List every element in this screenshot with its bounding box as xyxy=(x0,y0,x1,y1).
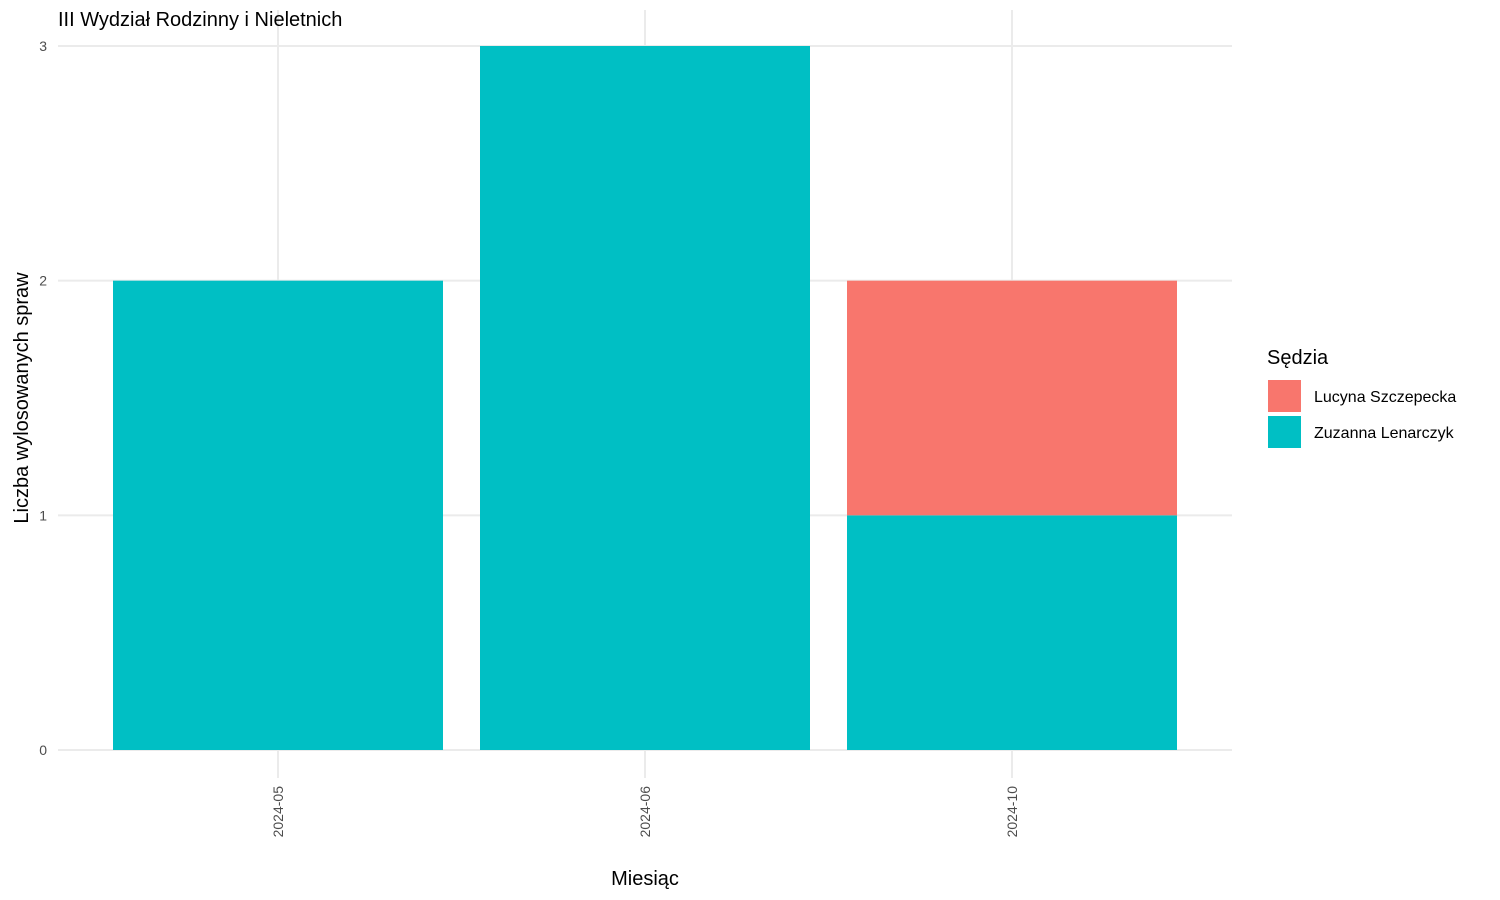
legend-swatch xyxy=(1268,380,1301,412)
legend-items: Lucyna Szczepecka Zuzanna Lenarczyk xyxy=(1268,380,1456,448)
legend-title: Sędzia xyxy=(1267,347,1329,369)
bar-segment xyxy=(480,46,810,750)
bar-segment xyxy=(847,515,1177,750)
y-tick-label: 3 xyxy=(39,38,47,54)
legend-label: Zuzanna Lenarczyk xyxy=(1314,425,1455,442)
x-tick-label: 2024-06 xyxy=(637,786,653,838)
x-tick-label: 2024-10 xyxy=(1004,786,1020,838)
x-axis-title: Miesiąc xyxy=(611,868,679,890)
x-tick-label: 2024-05 xyxy=(270,786,286,838)
bar-segment xyxy=(847,280,1177,516)
x-tick-labels: 2024-05 2024-06 2024-10 xyxy=(270,786,1020,838)
y-tick-label: 1 xyxy=(39,507,47,523)
y-tick-labels: 0 1 2 3 xyxy=(39,38,47,758)
legend-swatch xyxy=(1268,416,1301,448)
y-axis-title: Liczba wylosowanych spraw xyxy=(11,272,33,524)
y-tick-label: 2 xyxy=(39,273,47,289)
bars xyxy=(113,46,1177,750)
chart-title: III Wydział Rodzinny i Nieletnich xyxy=(58,9,342,31)
bar-segment xyxy=(113,280,443,750)
legend-label: Lucyna Szczepecka xyxy=(1314,389,1456,406)
y-tick-label: 0 xyxy=(39,742,47,758)
legend: Sędzia Lucyna Szczepecka Zuzanna Lenarczy… xyxy=(1267,347,1456,448)
